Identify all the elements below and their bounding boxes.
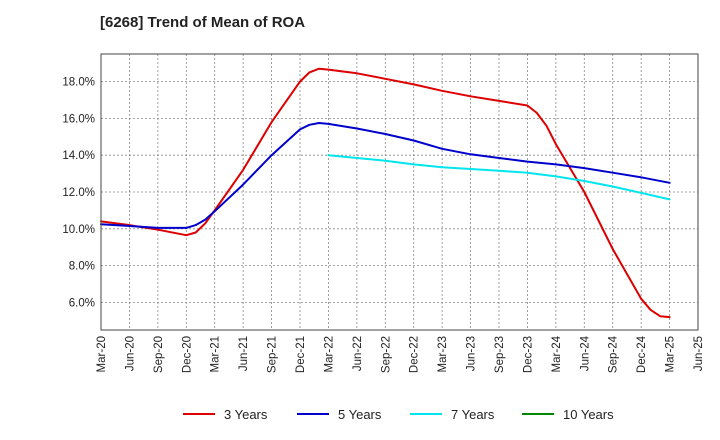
x-tick-label: Dec-24 bbox=[636, 335, 648, 373]
chart-title: [6268] Trend of Mean of ROA bbox=[100, 14, 306, 31]
legend-label: 5 Years bbox=[338, 407, 382, 422]
gridlines bbox=[101, 54, 698, 330]
series-lines bbox=[100, 67, 671, 319]
x-tick-label: Jun-22 bbox=[352, 336, 364, 371]
series-line-7-years bbox=[327, 154, 671, 201]
y-tick-label: 8.0% bbox=[69, 261, 95, 273]
legend-label: 7 Years bbox=[451, 407, 495, 422]
y-tick-label: 18.0% bbox=[62, 77, 95, 89]
x-tick-label: Dec-22 bbox=[409, 336, 421, 373]
x-tick-label: Jun-24 bbox=[579, 335, 591, 371]
y-tick-label: 14.0% bbox=[62, 150, 95, 162]
x-tick-label: Dec-21 bbox=[295, 336, 307, 373]
x-tick-label: Jun-23 bbox=[466, 336, 478, 371]
legend-label: 3 Years bbox=[224, 407, 268, 422]
y-tick-label: 6.0% bbox=[69, 297, 95, 309]
x-tick-label: Sep-22 bbox=[380, 336, 392, 373]
x-tick-label: Mar-22 bbox=[323, 336, 335, 372]
x-tick-label: Sep-20 bbox=[153, 336, 165, 373]
x-tick-label: Jun-21 bbox=[238, 336, 250, 371]
x-tick-label: Dec-23 bbox=[522, 336, 534, 373]
x-tick-label: Mar-23 bbox=[437, 336, 449, 372]
series-line-5-years bbox=[100, 122, 671, 229]
series-line-3-years bbox=[100, 67, 671, 319]
x-tick-label: Jun-25 bbox=[693, 336, 705, 371]
legend[interactable]: 3 Years 5 Years 7 Years 10 Years bbox=[183, 407, 614, 422]
x-tick-label: Mar-20 bbox=[96, 336, 108, 372]
y-tick-label: 16.0% bbox=[62, 113, 95, 125]
x-tick-label: Dec-20 bbox=[181, 336, 193, 373]
x-tick-label: Sep-24 bbox=[608, 335, 620, 373]
axis-labels: Mar-20 Jun-20 Sep-20 Dec-20 Mar-21 Jun-21 Sep-… bbox=[62, 77, 705, 373]
x-tick-label: Mar-25 bbox=[665, 336, 677, 372]
y-tick-label: 12.0% bbox=[62, 187, 95, 199]
legend-label: 10 Years bbox=[563, 407, 614, 422]
y-tick-label: 10.0% bbox=[62, 224, 95, 236]
x-tick-label: Sep-21 bbox=[267, 336, 279, 373]
legend-item-5-years[interactable]: 5 Years bbox=[297, 407, 382, 422]
legend-item-3-years[interactable]: 3 Years bbox=[183, 407, 268, 422]
x-tick-label: Jun-20 bbox=[124, 336, 136, 371]
plot-frame bbox=[100, 53, 699, 331]
legend-item-7-years[interactable]: 7 Years bbox=[410, 407, 495, 422]
legend-item-10-years[interactable]: 10 Years bbox=[522, 407, 614, 422]
x-tick-label: Sep-23 bbox=[494, 336, 506, 373]
x-tick-label: Mar-24 bbox=[551, 335, 563, 372]
x-tick-label: Mar-21 bbox=[210, 336, 222, 372]
